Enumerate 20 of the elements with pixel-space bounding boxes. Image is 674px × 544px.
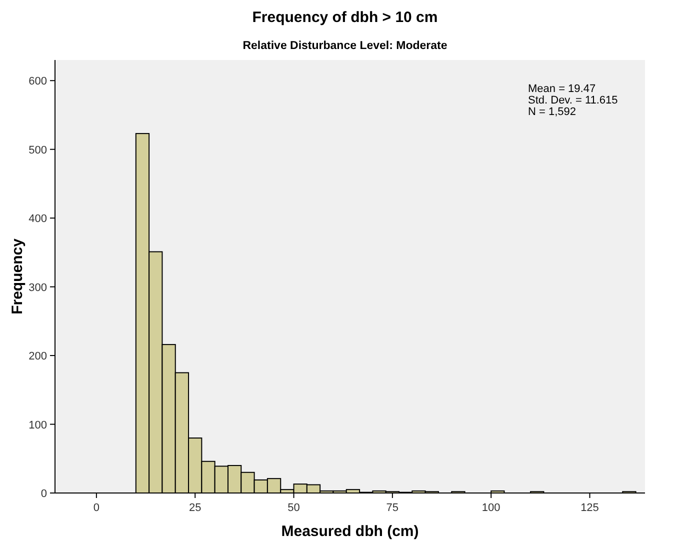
chart-subtitle: Relative Disturbance Level: Moderate	[242, 40, 448, 52]
y-tick-label: 100	[28, 419, 47, 432]
x-tick-label: 125	[580, 502, 599, 514]
y-tick-label: 300	[28, 282, 47, 294]
annotation: N = 1,592	[528, 106, 576, 118]
x-tick-label: 75	[386, 502, 399, 514]
chart-title: Frequency of dbh > 10 cm	[252, 9, 438, 26]
x-tick-label: 0	[93, 502, 100, 514]
y-tick-label: 400	[28, 213, 47, 226]
annotation: Std. Dev. = 11.615	[528, 94, 618, 106]
x-tick-label: 100	[482, 502, 500, 514]
y-tick-label: 0	[40, 488, 47, 500]
y-tick-label: 500	[28, 144, 47, 156]
x-tick-label: 50	[288, 502, 300, 514]
x-tick-label: 25	[188, 502, 202, 514]
y-axis-title: Frequency	[9, 238, 26, 314]
y-tick-label: 200	[28, 350, 47, 363]
y-tick-label: 600	[28, 76, 47, 88]
annotation: Mean = 19.47	[528, 83, 596, 95]
x-axis-title: Measured dbh (cm)	[281, 523, 419, 540]
